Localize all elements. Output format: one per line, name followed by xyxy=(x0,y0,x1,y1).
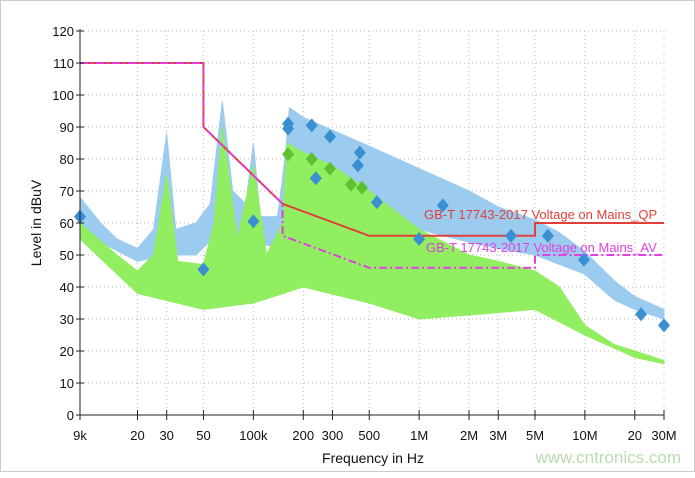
markers xyxy=(74,116,670,333)
y-tick-label: 70 xyxy=(60,184,74,199)
limit-lines xyxy=(80,62,664,269)
qp-marker xyxy=(413,232,426,246)
x-tick-label: 30M xyxy=(651,428,676,443)
x-tick-label: 30 xyxy=(159,428,173,443)
x-tick-label: 500 xyxy=(358,428,380,443)
av-marker xyxy=(305,152,318,166)
y-tick-label: 90 xyxy=(60,120,74,135)
qp-marker xyxy=(436,198,449,213)
qp-marker xyxy=(635,307,648,322)
qp-marker xyxy=(353,145,366,160)
qp-marker xyxy=(282,121,295,136)
y-axis-label: Level in dBuV xyxy=(28,179,44,266)
y-tick-label: 120 xyxy=(52,24,74,39)
av-marker xyxy=(282,147,295,162)
qp-marker xyxy=(351,158,364,173)
qp-marker xyxy=(324,129,337,144)
y-tick-label: 50 xyxy=(60,248,74,263)
qp-marker xyxy=(309,171,322,186)
x-tick-label: 3M xyxy=(489,428,507,443)
watermark: www.cntronics.com xyxy=(535,448,681,467)
x-tick-label: 9k xyxy=(73,428,87,443)
qp-marker xyxy=(658,318,670,333)
y-tick-label: 30 xyxy=(60,312,74,327)
y-tick-label: 0 xyxy=(67,408,74,423)
x-tick-label: 20 xyxy=(130,428,144,443)
limit-line-1 xyxy=(80,62,664,269)
x-axis-label: Frequency in Hz xyxy=(322,450,424,466)
x-tick-label: 2M xyxy=(460,428,478,443)
qp-marker xyxy=(541,228,554,243)
qp-marker xyxy=(504,228,517,243)
av-marker xyxy=(324,161,337,176)
legend-qp: GB-T 17743-2017 Voltage on Mains_QP xyxy=(424,207,657,222)
y-tick-label: 40 xyxy=(60,280,74,295)
qp-marker xyxy=(197,262,210,277)
y-tick-label: 60 xyxy=(60,216,74,231)
y-tick-label: 80 xyxy=(60,152,74,167)
y-tick-label: 20 xyxy=(60,344,74,359)
av-marker xyxy=(355,180,368,195)
y-tick-label: 110 xyxy=(53,56,74,71)
spectrum-band-1 xyxy=(79,126,665,365)
x-tick-label: 50 xyxy=(196,428,210,443)
legend-av: GB-T 17743-2017 Voltage on Mains_AV xyxy=(426,240,657,255)
x-tick-label: 5M xyxy=(526,428,544,443)
av-marker xyxy=(344,177,357,192)
y-tick-label: 10 xyxy=(60,376,74,391)
y-tick-label: 100 xyxy=(52,88,74,103)
qp-marker xyxy=(370,195,383,210)
x-tick-label: 100k xyxy=(239,428,268,443)
spectra xyxy=(79,101,665,365)
qp-marker xyxy=(247,214,260,229)
qp-marker xyxy=(305,118,318,133)
x-tick-label: 200 xyxy=(292,428,314,443)
x-tick-label: 20 xyxy=(628,428,642,443)
axes: 0 10 20 30 40 50 60 70 80 90 100 110 120 9k 20 30 50 100k… xyxy=(52,24,676,443)
x-tick-label: 300 xyxy=(322,428,344,443)
x-tick-label: 1M xyxy=(410,428,428,443)
x-tick-label: 10M xyxy=(572,428,597,443)
